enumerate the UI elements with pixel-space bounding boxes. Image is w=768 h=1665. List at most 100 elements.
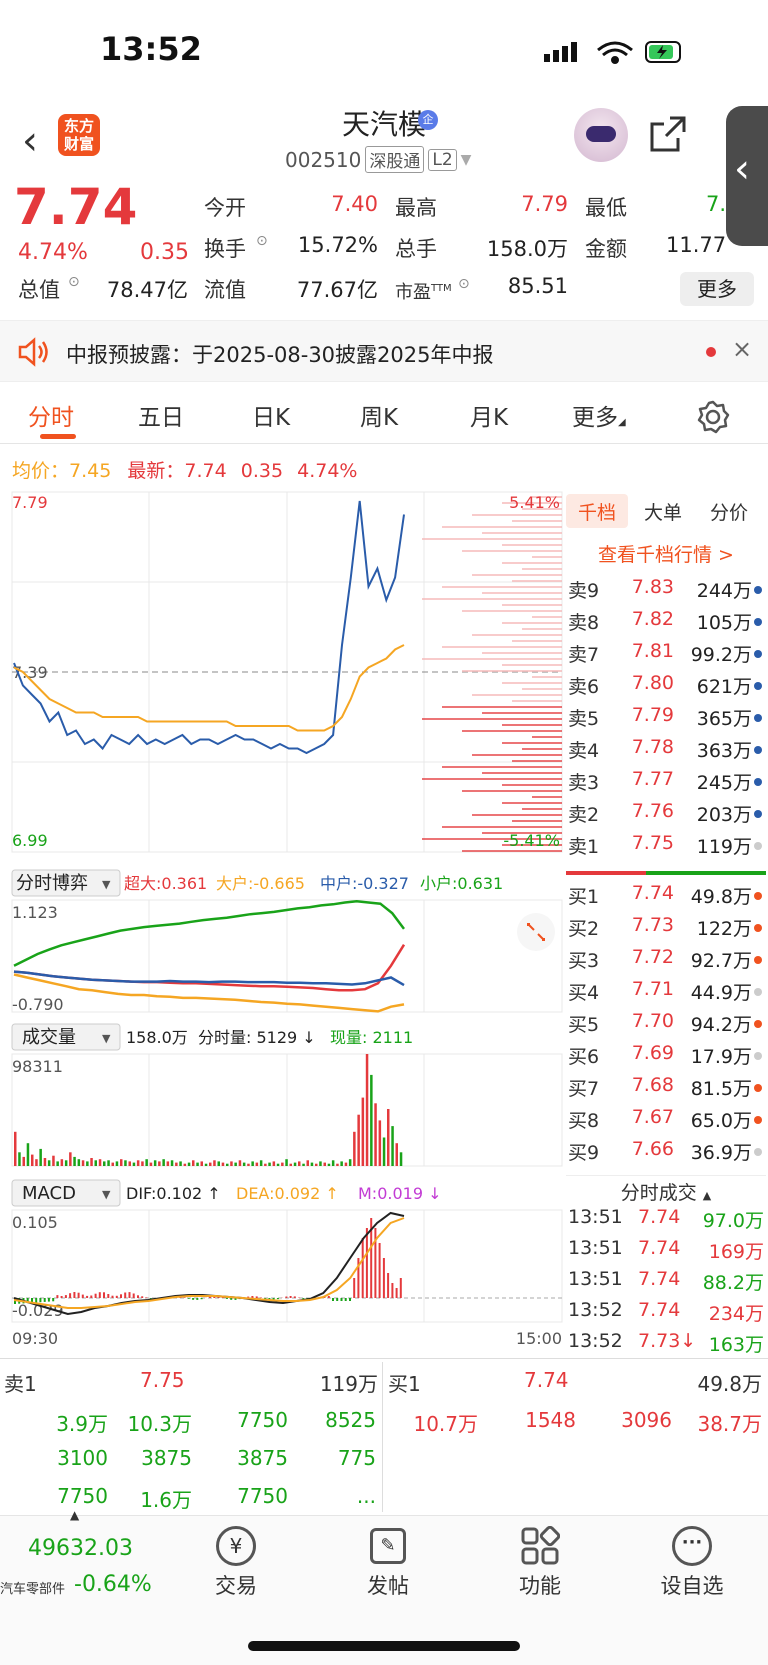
depth-bar bbox=[422, 778, 562, 780]
back-icon[interactable]: ‹ bbox=[22, 118, 38, 164]
notice-bar[interactable]: 中报预披露：于2025-08-30披露2025年中报 × bbox=[0, 320, 768, 382]
depth-bar bbox=[522, 748, 562, 750]
macd-bar bbox=[234, 1298, 237, 1300]
macd-bar bbox=[285, 1296, 288, 1298]
label-low: 最低 bbox=[585, 196, 627, 220]
macd-bar bbox=[302, 1298, 305, 1299]
nav-watchlist[interactable]: ··· 设自选 bbox=[642, 1526, 742, 1600]
volume-bar bbox=[81, 1160, 85, 1166]
orderbook-row[interactable]: 买6 7.69 17.9万 bbox=[566, 1042, 766, 1074]
assistant-avatar[interactable] bbox=[574, 108, 628, 162]
trade-row: 13:52 7.73↓ 163万 bbox=[566, 1330, 766, 1362]
pct-max-label: 5.41% bbox=[509, 493, 560, 512]
stock-code-row[interactable]: 002510 深股通 L2 ▼ bbox=[285, 146, 471, 173]
more-dots-icon: ··· bbox=[672, 1526, 712, 1566]
orderbook-row[interactable]: 买2 7.73 122万 bbox=[566, 914, 766, 946]
level-price: 7.79 bbox=[631, 704, 674, 726]
orderbook-row[interactable]: 卖7 7.81 99.2万 bbox=[566, 640, 766, 672]
orderbook-row[interactable]: 买5 7.70 94.2万 bbox=[566, 1010, 766, 1042]
orderbook-row[interactable]: 买4 7.71 44.9万 bbox=[566, 978, 766, 1010]
share-icon[interactable] bbox=[648, 114, 688, 154]
orderbook-row[interactable]: 卖8 7.82 105万 bbox=[566, 608, 766, 640]
orderbook-row[interactable]: 卖4 7.78 363万 bbox=[566, 736, 766, 768]
depth-bar bbox=[472, 814, 562, 816]
orderbook-row[interactable]: 买3 7.72 92.7万 bbox=[566, 946, 766, 978]
tab-more[interactable]: 更多◢ bbox=[572, 405, 626, 431]
volume-bar bbox=[204, 1163, 208, 1166]
orderbook-row[interactable]: 买8 7.67 65.0万 bbox=[566, 1106, 766, 1138]
tab-monthly[interactable]: 月K bbox=[470, 405, 509, 431]
volume-bar bbox=[175, 1162, 178, 1166]
nav-trade[interactable]: ¥ 交易 bbox=[186, 1526, 286, 1600]
depth-bar bbox=[462, 790, 562, 792]
buy1-price: 7.74 bbox=[524, 1368, 569, 1392]
depth-bar bbox=[502, 742, 562, 744]
trades-title[interactable]: 分时成交 ▲ bbox=[566, 1175, 766, 1205]
macd-bar bbox=[387, 1273, 390, 1298]
volume-bar bbox=[98, 1159, 102, 1166]
caret-up-icon[interactable]: ▲ bbox=[70, 1508, 80, 1522]
volume-bar bbox=[86, 1161, 89, 1166]
sell1-price: 7.75 bbox=[140, 1368, 185, 1392]
orderbook-row[interactable]: 卖1 7.75 119万 bbox=[566, 832, 766, 864]
x-end-label: 15:00 bbox=[516, 1329, 562, 1348]
level-volume: 65.0万 bbox=[690, 1110, 752, 1132]
volume-bar bbox=[43, 1158, 47, 1166]
volume-bar bbox=[238, 1160, 242, 1166]
dropdown-icon[interactable]: ▼ bbox=[460, 151, 472, 168]
tab-5day[interactable]: 五日 bbox=[138, 405, 184, 431]
tab-fenjia[interactable]: 分价 bbox=[710, 502, 749, 524]
info-icon[interactable]: ⊙ bbox=[68, 274, 80, 290]
orderbook-row[interactable]: 卖2 7.76 203万 bbox=[566, 800, 766, 832]
orderbook-row[interactable]: 卖9 7.83 244万 bbox=[566, 576, 766, 608]
depth-bar bbox=[442, 766, 562, 768]
tab-intraday[interactable]: 分时 bbox=[28, 405, 74, 431]
orderbook-row[interactable]: 卖6 7.80 621万 bbox=[566, 672, 766, 704]
indicator-dot bbox=[754, 1052, 762, 1060]
close-icon[interactable]: × bbox=[732, 335, 753, 363]
volume-bar bbox=[69, 1152, 72, 1166]
orderbook-row[interactable]: 买9 7.66 36.9万 bbox=[566, 1138, 766, 1170]
macd-bar bbox=[361, 1238, 364, 1298]
nav-post[interactable]: ✎ 发帖 bbox=[338, 1526, 438, 1600]
status-bar: 13:52 bbox=[0, 0, 768, 100]
orderbook-row[interactable]: 卖3 7.77 245万 bbox=[566, 768, 766, 800]
orderbook-row[interactable]: 买1 7.74 49.8万 bbox=[566, 882, 766, 914]
macd-bar bbox=[64, 1295, 67, 1298]
trade-row: 13:51 7.74 169万 bbox=[566, 1237, 766, 1269]
tab-qiandang[interactable]: 千档 bbox=[578, 502, 617, 524]
volume-bar bbox=[289, 1163, 292, 1166]
price-lines bbox=[13, 500, 405, 755]
tab-daily[interactable]: 日K bbox=[252, 405, 291, 431]
info-icon[interactable]: ⊙ bbox=[256, 233, 268, 249]
change-percent: 4.74% bbox=[18, 240, 88, 265]
side-drawer-tab[interactable]: ‹ bbox=[726, 106, 768, 246]
tab-dadan[interactable]: 大单 bbox=[644, 502, 683, 524]
view-qiandang-link[interactable]: 查看千档行情 > bbox=[598, 544, 734, 566]
volume-bar bbox=[39, 1148, 42, 1166]
volume-bar bbox=[111, 1162, 114, 1166]
more-button[interactable]: 更多 bbox=[680, 272, 754, 306]
volume-bar bbox=[357, 1114, 360, 1166]
indicator-dot bbox=[754, 810, 762, 818]
indicator-dot bbox=[754, 714, 762, 722]
nav-functions[interactable]: 功能 bbox=[490, 1526, 590, 1600]
macd-bar bbox=[357, 1258, 360, 1298]
unread-dot bbox=[706, 347, 716, 357]
svg-text:小户:0.631: 小户:0.631 bbox=[420, 874, 503, 893]
tag-shenguotong: 深股通 bbox=[365, 146, 425, 173]
level-label: 卖6 bbox=[568, 676, 600, 698]
volume-bar bbox=[319, 1161, 322, 1166]
orderbook-row[interactable]: 卖5 7.79 365万 bbox=[566, 704, 766, 736]
orderbook-row[interactable]: 买7 7.68 81.5万 bbox=[566, 1074, 766, 1106]
volume-bar bbox=[374, 1103, 377, 1166]
chart-area[interactable]: 7.79 7.39 6.99 5.41% -5.41% 分时博弈 ▼ 超大:0.… bbox=[0, 488, 566, 1358]
x-start-label: 09:30 bbox=[12, 1329, 58, 1348]
level-price: 7.66 bbox=[631, 1138, 674, 1160]
index-value[interactable]: 49632.03 bbox=[28, 1536, 133, 1561]
indicator-dot bbox=[754, 1020, 762, 1028]
tab-weekly[interactable]: 周K bbox=[360, 405, 399, 431]
volume-bar bbox=[298, 1161, 301, 1166]
info-icon[interactable]: ⊙ bbox=[458, 276, 470, 292]
settings-icon[interactable] bbox=[696, 400, 730, 434]
